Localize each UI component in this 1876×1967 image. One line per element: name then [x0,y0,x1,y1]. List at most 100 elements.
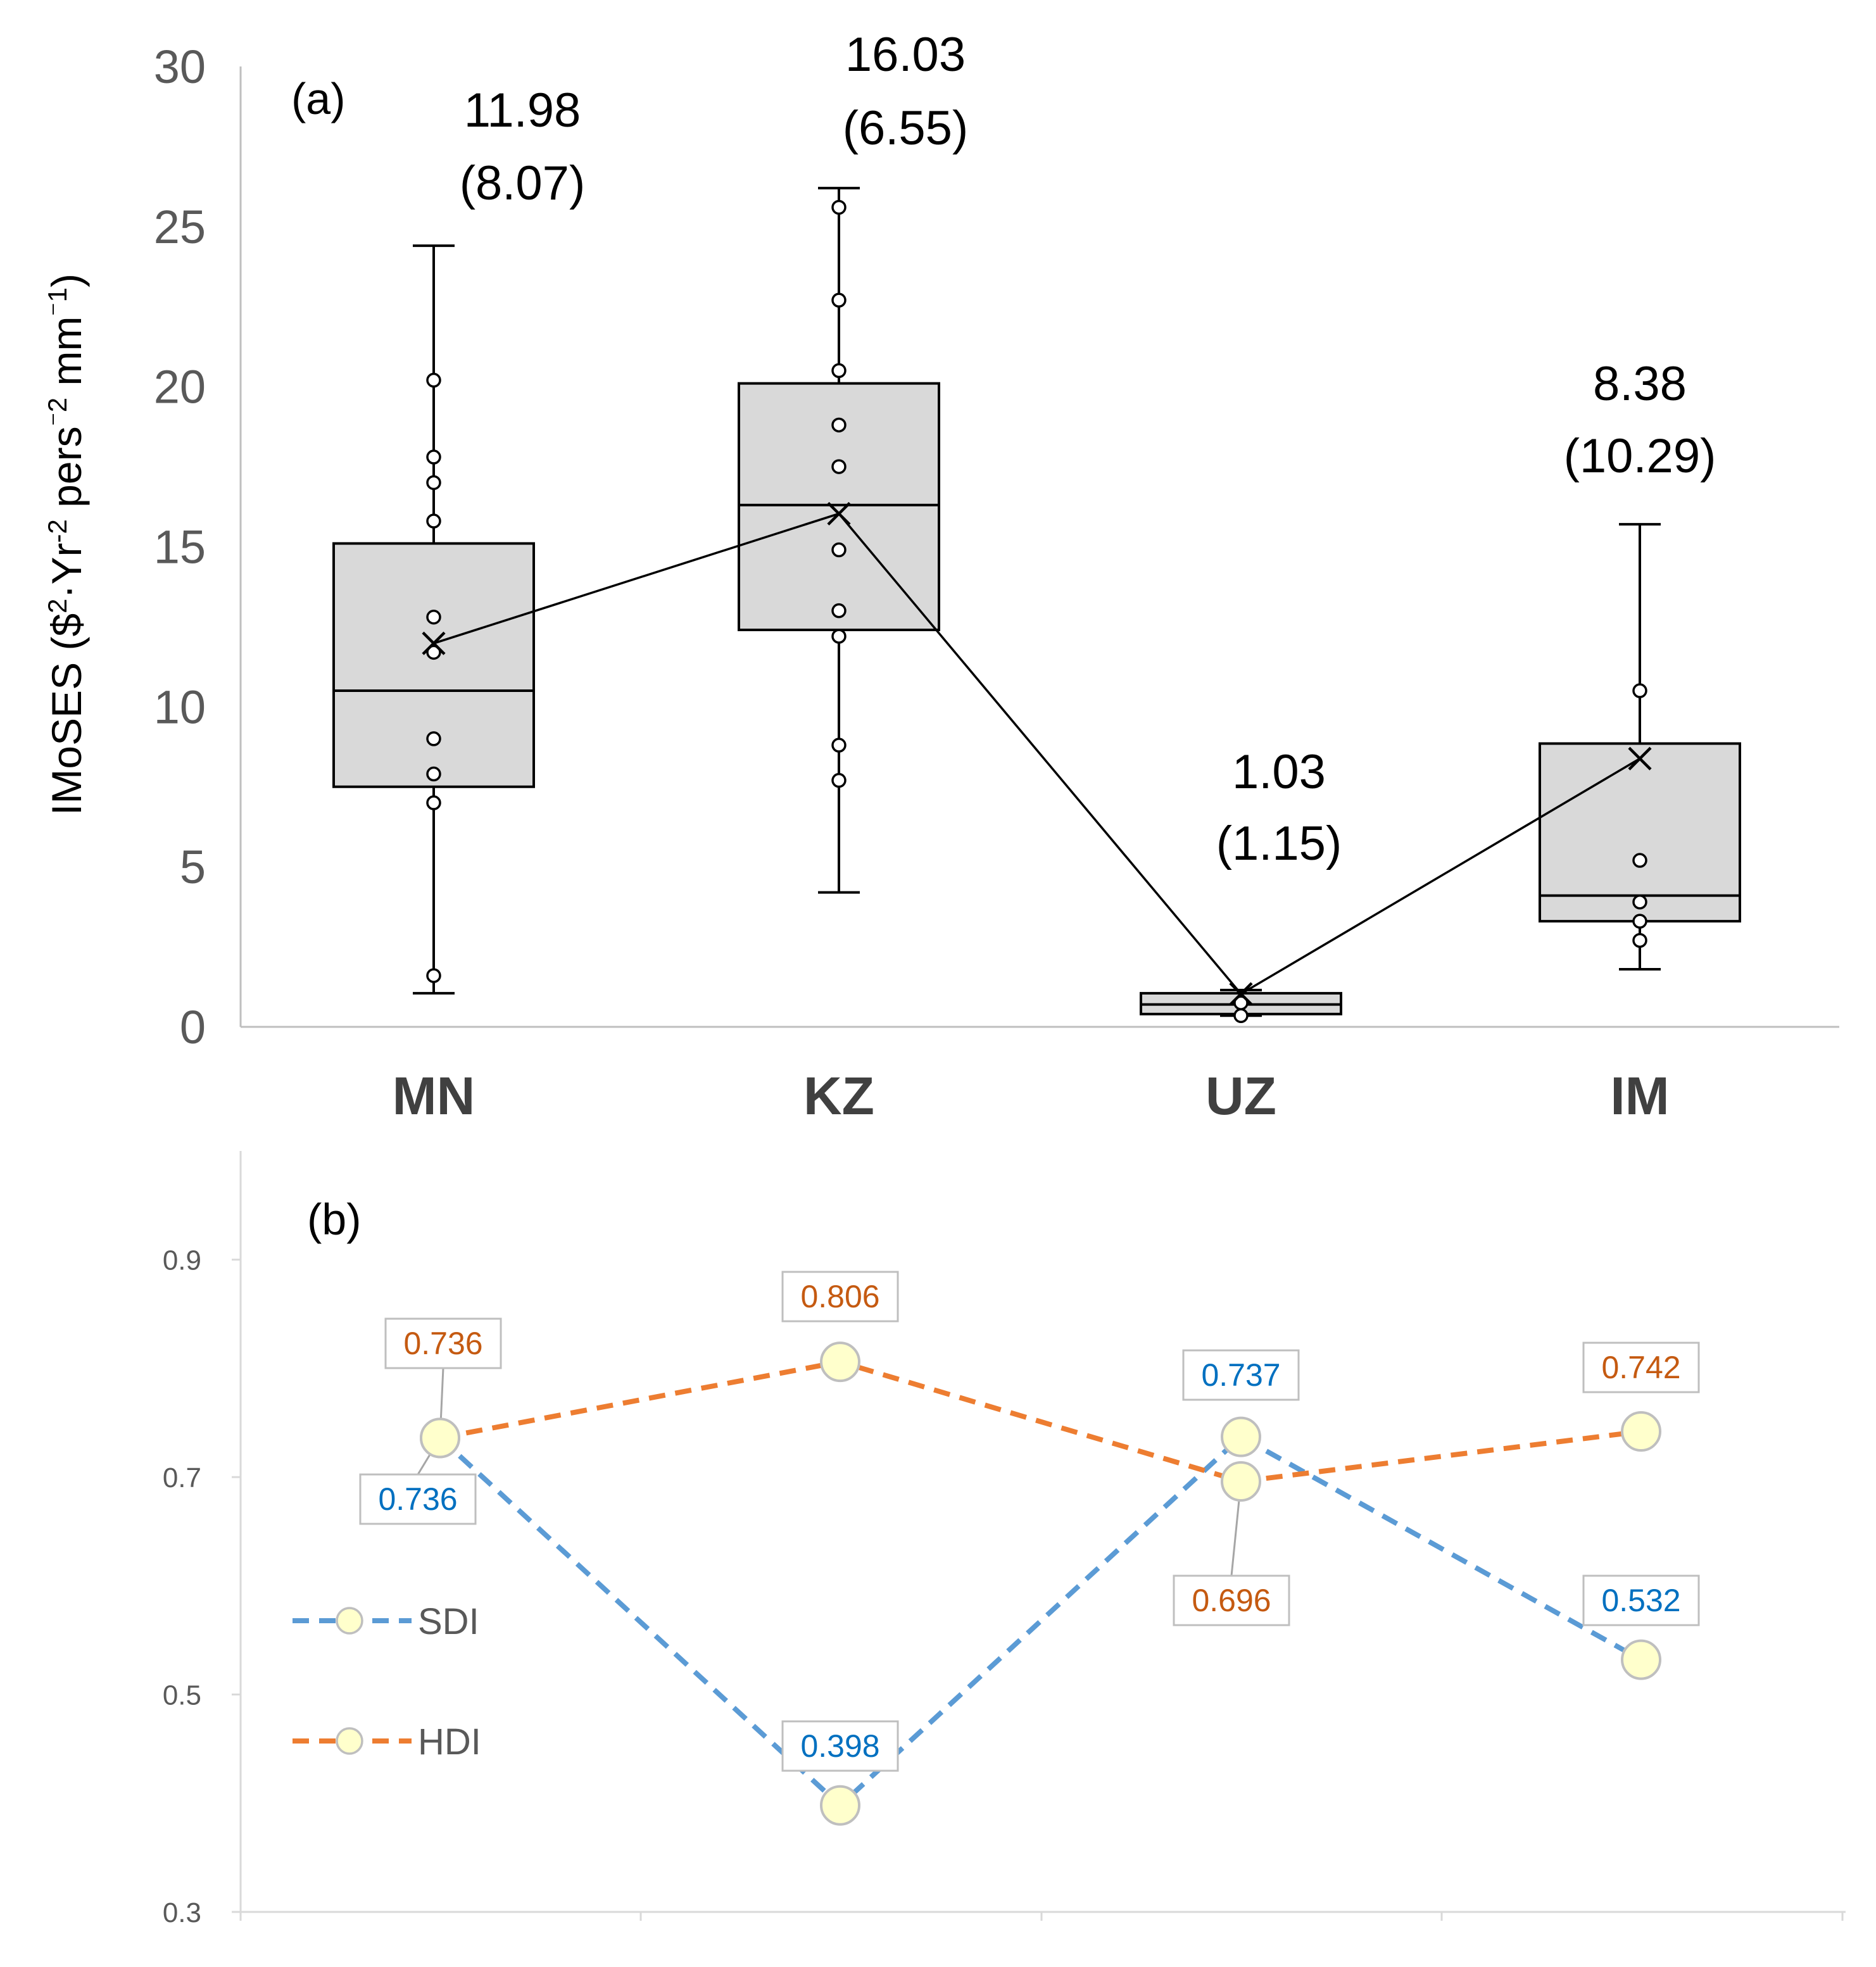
panel-a-category-label: UZ [1206,1066,1276,1126]
hdi-marker [1621,1411,1661,1452]
data-point [831,603,847,619]
data-point [831,292,847,308]
panel-b-line-chart: 0.3 0.5 0.7 0.9 0.736 0.398 0.737 0.532 0.736 0.… [163,1151,1846,1928]
sdi-marker [1621,1639,1661,1680]
panel-b-y-tick-label: 0.3 [163,1897,201,1928]
panel-a-category-label: MN [393,1066,475,1126]
sdi-marker [820,1785,860,1826]
sd-value-label: (8.07) [460,156,586,210]
panel-a-y-axis-label-part: ·Yr [43,543,90,598]
box-iqr [332,542,535,788]
data-point [1233,1008,1249,1024]
data-label-box [781,1271,899,1323]
data-point [426,372,441,388]
panel-a-y-axis-label-part: ⁻1 [42,287,72,317]
data-point [426,795,441,810]
data-point [1632,914,1647,929]
data-label-box [1182,1349,1300,1401]
panel-a-y-axis-label-part: 2 [42,598,72,613]
data-point [831,199,847,215]
data-label-box [359,1473,477,1525]
panel-a-y-tick-label: 5 [180,841,206,893]
hdi-data-label: 0.736 [403,1326,482,1361]
mean-value-label: 1.03 [1232,745,1326,799]
legend-label-sdi: SDI [418,1601,479,1642]
panel-b-y-tick-label: 0.9 [163,1245,201,1276]
sdi-data-label: 0.737 [1201,1357,1280,1393]
sd-value-label: (6.55) [843,101,969,155]
panel-b-label: (b) [307,1195,362,1244]
panel-a-y-tick-label: 20 [154,361,206,413]
sdi-marker [1221,1416,1261,1457]
data-label-box [1582,1342,1700,1393]
data-point [1632,683,1647,698]
data-point [1632,933,1647,948]
data-point [831,542,847,558]
data-point [426,609,441,625]
panel-a-y-axis-label-part: mm [43,317,90,398]
panel-a-box-plot: 0 5 10 15 20 25 30 MN KZ UZ IM 11.98 (8.07) 16.03 (6… [42,28,1839,1126]
legend-label-hdi: HDI [418,1721,481,1763]
data-point [426,968,441,983]
data-point [426,449,441,465]
panel-a-y-axis-label-part: ) [43,273,90,287]
panel-a-category-label: IM [1610,1066,1669,1126]
data-point [831,629,847,644]
sdi-series-line [438,1433,1642,1809]
data-label-box [781,1720,899,1772]
data-point [1233,995,1249,1010]
sdi-data-label: 0.532 [1601,1583,1680,1618]
data-point [831,459,847,474]
hdi-data-label: 0.742 [1601,1350,1680,1385]
data-point [831,363,847,379]
panel-a-y-tick-label: 25 [154,201,206,253]
data-point [831,738,847,753]
data-point [426,644,441,660]
panel-a-y-tick-label: 0 [180,1001,206,1053]
mean-value-label: 8.38 [1593,357,1687,411]
hdi-data-label: 0.696 [1192,1583,1271,1618]
data-point [1632,895,1647,910]
data-point [1632,853,1647,868]
hdi-marker [820,1342,860,1383]
sd-value-label: (1.15) [1216,817,1342,870]
data-point [426,766,441,782]
legend-marker-hdi [336,1727,363,1755]
panel-a-label: (a) [291,74,346,123]
mean-connector-line [433,512,1640,996]
sd-value-label: (10.29) [1564,429,1716,483]
box-kz [738,187,940,894]
data-point [426,513,441,529]
data-point [831,772,847,788]
panel-a-y-axis-label-part: IMoSES ($ [43,613,90,815]
panel-a-y-axis-label-part: ⁻2 [42,398,72,427]
mean-value-label: 11.98 [464,84,581,137]
data-label-box [384,1317,502,1369]
panel-a-y-axis-label-part: pers [43,426,90,519]
panel-b-y-tick-label: 0.5 [163,1680,201,1711]
mean-marker [1628,746,1652,770]
data-label-box [1173,1574,1290,1626]
hdi-marker [1221,1461,1261,1502]
data-point [831,417,847,433]
data-point [426,731,441,746]
panel-a-category-label: KZ [803,1066,874,1126]
hdi-series-line [439,1359,1642,1485]
panel-a-y-axis-label-part: -2 [42,519,72,543]
panel-a-y-tick-label: 10 [154,681,206,733]
hdi-data-label: 0.806 [800,1279,879,1314]
sdi-data-label: 0.398 [800,1728,879,1764]
hdi-marker [420,1417,460,1459]
box-uz [1140,982,1342,1024]
panel-b-y-tick-label: 0.7 [163,1462,201,1493]
box-im [1539,523,1741,971]
data-label-box [1582,1574,1700,1626]
data-point [426,475,441,491]
panel-a-y-tick-label: 30 [154,41,206,93]
sdi-data-label: 0.736 [378,1481,457,1517]
legend-marker-sdi [336,1607,363,1635]
panel-a-y-tick-label: 15 [154,521,206,574]
panel-a-y-axis-label: IMoSES ($2·Yr-2 pers⁻2 mm⁻1) [42,273,91,815]
box-mn [332,244,535,995]
